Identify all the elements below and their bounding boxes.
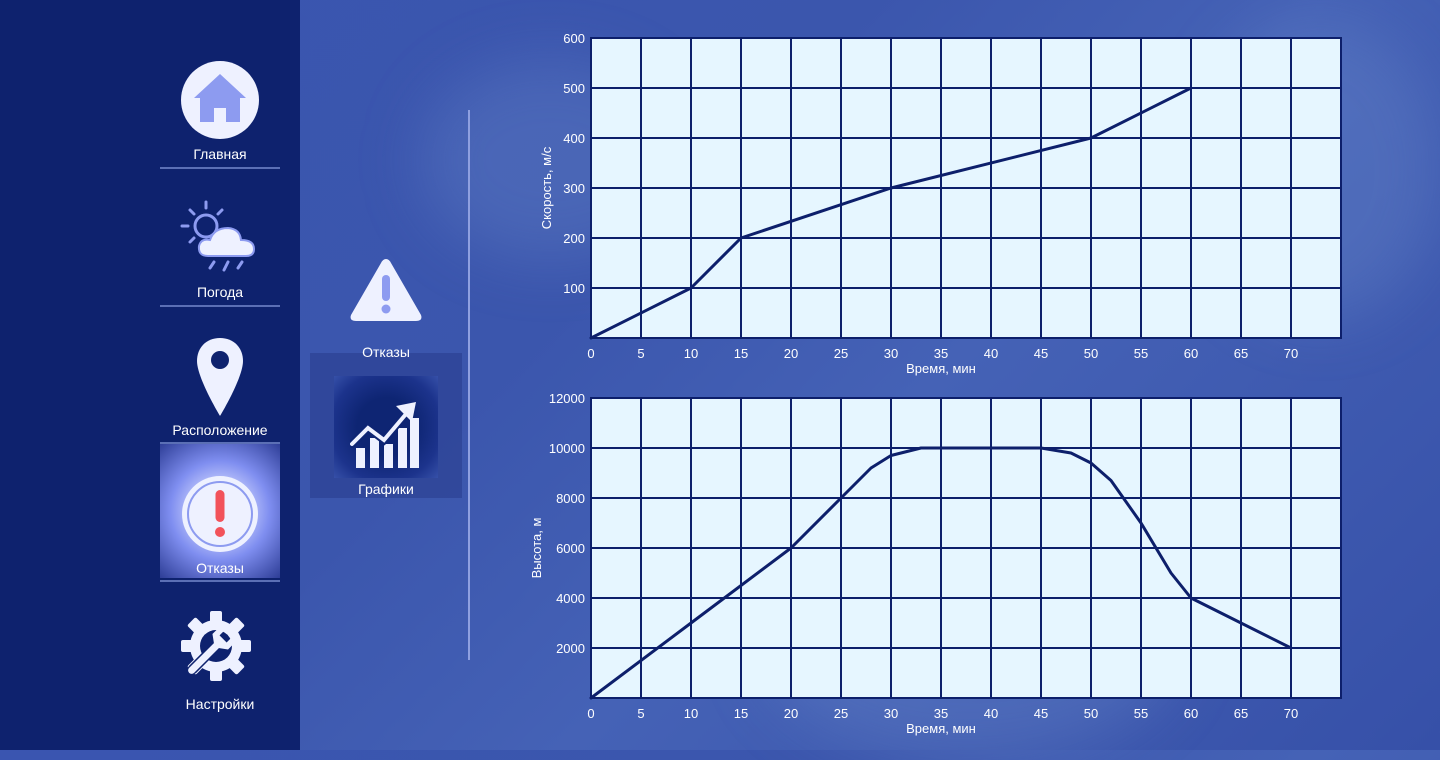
x-tick-label: 5 [637,706,644,721]
x-tick-label: 45 [1034,346,1048,361]
x-tick-label: 15 [734,706,748,721]
x-tick-label: 5 [637,346,644,361]
x-tick-label: 30 [884,706,898,721]
y-tick-label: 8000 [556,491,585,506]
x-tick-label: 35 [934,346,948,361]
y-tick-label: 100 [563,281,585,296]
nav-item-home[interactable]: Главная [160,60,280,172]
nav-item-location[interactable]: Расположение [160,336,280,448]
x-tick-label: 70 [1284,706,1298,721]
series-line [589,446,1293,700]
y-tick-label: 4000 [556,591,585,606]
nav-item-label: Расположение [172,422,268,438]
y-tick-label: 600 [563,31,585,46]
nav-item-weather[interactable]: Погода [160,198,280,310]
plot-frame [590,397,1342,699]
x-tick-label: 20 [784,706,798,721]
y-axis-label: Скорость, м/с [539,146,554,229]
x-tick-label: 15 [734,346,748,361]
x-tick-label: 0 [587,706,594,721]
x-tick-label: 45 [1034,706,1048,721]
x-tick-label: 20 [784,346,798,361]
nav-divider [160,167,280,169]
y-tick-label: 400 [563,131,585,146]
x-tick-label: 10 [684,346,698,361]
home-icon [181,61,259,139]
x-tick-label: 60 [1184,346,1198,361]
y-tick-label: 12000 [549,391,585,406]
y-axis-label: Высота, м [529,518,544,579]
failure-alert-icon [182,476,258,552]
speed-chart: 0 5 10 15 20 25 30 35 40 45 50 55 60 65 70 100 200 300 400… [539,31,1342,376]
submenu-item-charts[interactable]: Графики [310,400,462,500]
x-tick-label: 55 [1134,706,1148,721]
x-tick-label: 40 [984,346,998,361]
nav-divider [160,580,280,582]
nav-divider [160,442,280,444]
nav-divider [160,305,280,307]
y-tick-label: 2000 [556,641,585,656]
x-tick-label: 60 [1184,706,1198,721]
submenu-item-label: Графики [358,481,414,497]
submenu-item-label: Отказы [362,344,410,360]
x-tick-label: 10 [684,706,698,721]
nav-item-failures[interactable]: Отказы [160,474,280,586]
y-tick-label: 10000 [549,441,585,456]
nav-item-label: Погода [196,284,244,300]
y-tick-label: 500 [563,81,585,96]
submenu-item-failures[interactable]: Отказы [310,255,462,361]
warning-triangle-icon [350,259,422,321]
nav-item-label: Отказы [196,560,244,576]
location-pin-icon [197,338,243,416]
x-tick-label: 40 [984,706,998,721]
x-tick-label: 50 [1084,346,1098,361]
x-tick-label: 65 [1234,346,1248,361]
growth-chart-icon [350,402,419,468]
x-tick-label: 0 [587,346,594,361]
altitude-chart: 0 5 10 15 20 25 30 35 40 45 50 55 60 65 70 2000 4000 6000… [529,391,1342,736]
x-tick-label: 35 [934,706,948,721]
y-tick-label: 300 [563,181,585,196]
nav-item-label: Главная [193,146,247,162]
x-tick-label: 55 [1134,346,1148,361]
series-line [589,86,1193,340]
settings-gear-icon [181,611,251,681]
x-tick-label: 25 [834,706,848,721]
y-tick-label: 200 [563,231,585,246]
x-tick-label: 25 [834,346,848,361]
plot-frame [590,37,1342,339]
x-tick-label: 70 [1284,346,1298,361]
x-axis-label: Время, мин [906,721,976,736]
sidebar [0,0,300,750]
x-tick-label: 30 [884,346,898,361]
x-tick-label: 50 [1084,706,1098,721]
x-axis-label: Время, мин [906,361,976,376]
vertical-divider [468,110,470,660]
nav-item-settings[interactable]: Настройки [160,610,280,722]
weather-icon [180,200,256,272]
nav-item-label: Настройки [185,696,255,712]
x-tick-label: 65 [1234,706,1248,721]
y-tick-label: 6000 [556,541,585,556]
